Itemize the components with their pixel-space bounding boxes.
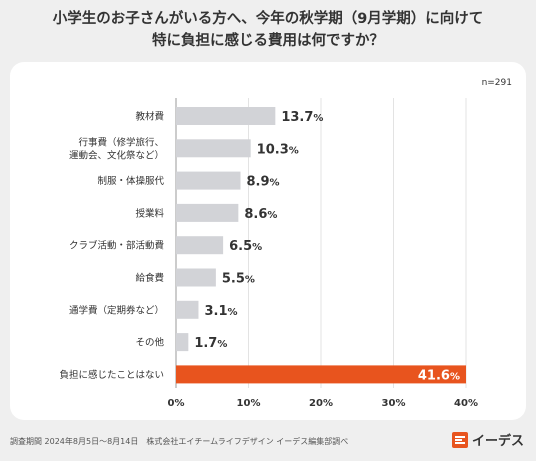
category-label: 教材費 — [135, 111, 164, 123]
bar — [176, 236, 224, 255]
title-line-1: 小学生のお子さんがいる方へ、今年の秋学期（9月学期）に向けて — [52, 11, 484, 27]
category-label: 制服・体操服代 — [97, 175, 164, 187]
category-label: 行事費（修学旅行、運動会、文化祭など） — [69, 136, 164, 161]
category-label: クラブ活動・部活動費 — [69, 240, 164, 252]
bar — [176, 203, 239, 222]
bar — [176, 139, 251, 158]
sample-size: n=291 — [481, 78, 512, 88]
chart-title: 小学生のお子さんがいる方へ、今年の秋学期（9月学期）に向けて 特に負担に感じる費… — [0, 8, 536, 52]
survey-footer: 調査期間 2024年8月5日～8月14日 株式会社エイチームライフデザイン イー… — [10, 437, 349, 446]
category-label: 負担に感じたことはない — [59, 369, 164, 381]
x-tick-label: 10% — [237, 398, 261, 409]
data-label: 1.7% — [194, 336, 227, 351]
bar — [176, 300, 199, 319]
data-label: 3.1% — [204, 304, 237, 319]
category-label: その他 — [135, 337, 164, 349]
bar — [176, 171, 241, 190]
bar-chart: 0% 10% 20% 30% 40% 教材費 13.7% 行事費（修学旅行、運動会、文化祭など… — [59, 98, 478, 409]
x-tick-label: 20% — [309, 398, 333, 409]
title-line-2: 特に負担に感じる費用は何ですか？ — [152, 33, 384, 49]
data-label: 8.6% — [244, 207, 277, 222]
x-tick-label: 30% — [382, 398, 406, 409]
bar — [176, 107, 276, 125]
data-label: 8.9% — [247, 175, 280, 190]
brand-name: イーデス — [471, 434, 524, 449]
x-tick-label: 0% — [168, 398, 185, 409]
x-tick-label: 40% — [454, 398, 478, 409]
brand-logo-icon — [451, 431, 468, 448]
data-label: 6.5% — [229, 239, 262, 254]
bar — [176, 333, 189, 352]
chart-card: n=291 0% 10% 20% 30% 40% 教材費 13.7% 行事費（修学旅行、運動会… — [10, 62, 526, 420]
data-label: 13.7% — [281, 110, 323, 125]
data-label: 5.5% — [222, 272, 255, 287]
bar — [176, 268, 216, 287]
bar — [176, 365, 466, 384]
category-label: 給食費 — [135, 272, 164, 284]
data-label: 41.6% — [418, 368, 460, 383]
data-label: 10.3% — [257, 142, 299, 157]
category-label: 通学費（定期券など） — [69, 304, 164, 316]
category-label: 授業料 — [135, 207, 164, 219]
brand-logo: イーデス — [451, 430, 524, 449]
